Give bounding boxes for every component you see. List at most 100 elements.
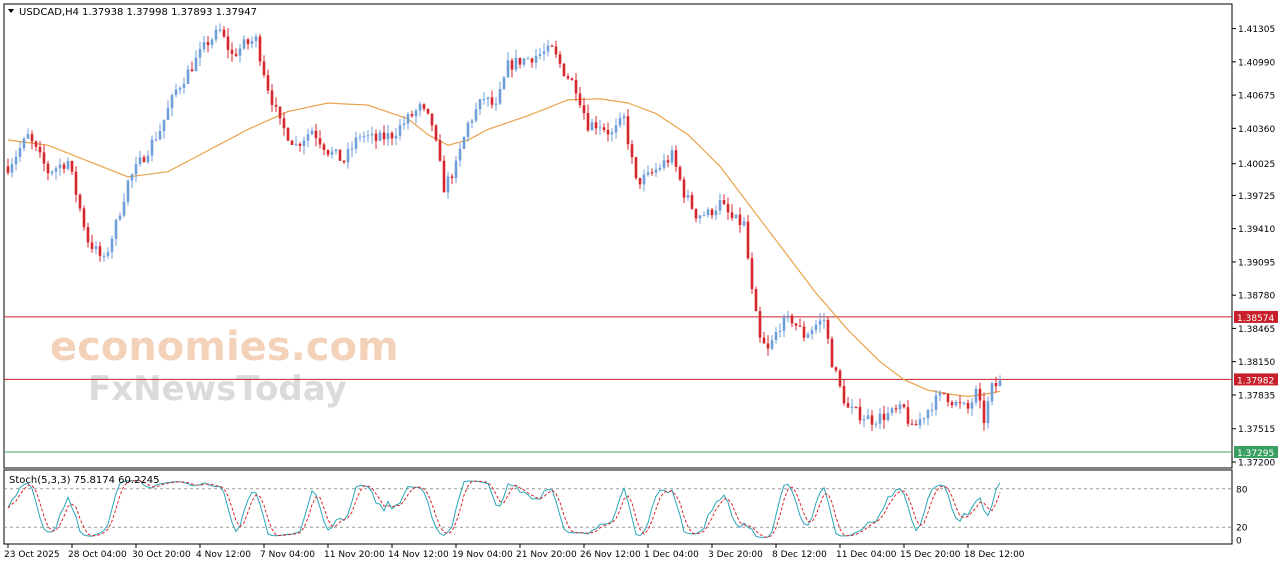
moving-average [7,98,1001,398]
ohlc-label: 1.37938 1.37998 1.37893 1.37947 [82,7,257,18]
candle [130,173,134,189]
candle [670,145,674,166]
candle [410,110,414,118]
candle [594,115,598,135]
candle [582,97,586,120]
candle [306,128,310,148]
time-tick: 4 Nov 12:00 [196,544,251,560]
candle [158,123,162,141]
candle [494,96,498,111]
candle [38,141,42,158]
candle [318,130,322,149]
level-labels: 1.38574 1.37982 1.37295 [1234,310,1278,459]
candle [730,204,734,221]
price-tick: 1.39725 [1232,192,1275,202]
candle [870,410,874,431]
candle [238,43,242,63]
candle [506,52,510,78]
candle [738,207,742,233]
candle [522,57,526,68]
candle [290,139,294,146]
candle [434,123,438,143]
candle [962,401,966,406]
svg-text:1.37200: 1.37200 [1238,459,1275,469]
candle [106,247,110,259]
resistance-1-price-label: 1.38574 [1234,310,1278,324]
candle [958,395,962,409]
candle [910,419,914,426]
candle [554,40,558,59]
svg-text:1.38574: 1.38574 [1237,314,1274,324]
candle [686,189,690,201]
candle [954,399,958,408]
svg-text:1 Dec 04:00: 1 Dec 04:00 [644,550,699,560]
candle [82,205,86,231]
svg-text:23 Oct 2025: 23 Oct 2025 [4,550,60,560]
candle [782,314,786,338]
candle [374,129,378,149]
candle [586,104,590,133]
triangle-down-icon[interactable] [8,9,14,13]
svg-text:21 Nov 20:00: 21 Nov 20:00 [516,550,577,560]
candle [250,36,254,49]
candle [178,86,182,95]
candle [14,150,18,171]
candle [10,157,14,178]
svg-text:1.40675: 1.40675 [1238,92,1275,102]
price-tick: 1.39095 [1232,258,1275,268]
svg-text:1.40025: 1.40025 [1238,160,1275,170]
candle [850,399,854,415]
svg-text:11 Nov 20:00: 11 Nov 20:00 [324,550,385,560]
time-tick: 8 Dec 12:00 [772,544,827,560]
candle [814,320,818,334]
candle [194,50,198,72]
candle [74,166,78,203]
candle [546,39,550,57]
svg-text:14 Nov 12:00: 14 Nov 12:00 [388,550,449,560]
candle [530,57,534,68]
time-tick: 21 Nov 20:00 [516,544,577,560]
candle [526,56,530,60]
candle [638,177,642,190]
candle [58,158,62,176]
candle [334,148,338,155]
candle [878,407,882,430]
candle [42,144,46,172]
candle [422,103,426,112]
price-tick: 1.39410 [1232,225,1275,235]
candle [54,165,58,180]
candle [170,93,174,117]
candle [974,385,978,406]
time-tick: 11 Nov 20:00 [324,544,385,560]
candle [566,73,570,81]
candle [838,368,842,389]
candle [662,153,666,171]
candle [682,176,686,203]
candle [366,129,370,143]
candles [6,23,1002,431]
candle [742,216,746,228]
candle [874,421,878,429]
svg-text:1.37835: 1.37835 [1238,391,1275,401]
stoch-signal-line [7,480,1001,538]
candle [126,179,130,206]
candle [882,405,886,429]
time-tick: 3 Dec 20:00 [708,544,763,560]
candle [386,124,390,146]
svg-text:1.37982: 1.37982 [1237,376,1274,386]
candle [746,215,750,260]
candle [258,33,262,67]
svg-text:19 Nov 04:00: 19 Nov 04:00 [452,550,513,560]
candle [222,26,226,39]
candle [602,123,606,133]
candle [622,113,626,126]
indicator-axis: 80 20 0 [1236,485,1248,546]
candle [690,191,694,210]
candle [142,155,146,163]
candle [702,211,706,217]
candle [286,126,290,142]
candle [466,120,470,142]
candle [110,235,114,259]
